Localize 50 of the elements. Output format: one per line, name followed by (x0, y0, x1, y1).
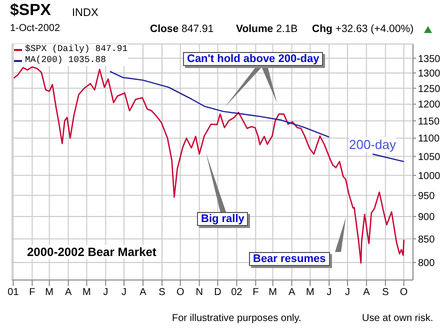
x-tick-label: J (326, 287, 332, 298)
line-series (13, 66, 404, 264)
text: INDX (72, 7, 98, 19)
y-tick-label: 800 (418, 258, 436, 270)
text: Close 847.91 (150, 23, 214, 35)
x-tick-label: M (306, 287, 314, 298)
x-tick-label: O (400, 287, 408, 298)
legend-label: $SPX (Daily) 847.91 (24, 44, 128, 55)
y-tick-label: 1300 (418, 68, 441, 80)
text: Use at own risk. (362, 313, 434, 324)
legend-label: MA(200) 1035.88 (24, 55, 108, 66)
x-tick-label: S (382, 287, 390, 298)
annotation: Can't hold above 200-day (183, 52, 324, 66)
x-tick-label: F (29, 287, 36, 298)
x-tick-label: J (103, 287, 108, 298)
y-tick-label: 1350 (418, 54, 441, 65)
x-tick-label: 01 (8, 287, 20, 298)
x-tick-label: D (214, 287, 222, 298)
y-tick-label: 1200 (418, 100, 441, 111)
x-tick-label: A (140, 287, 147, 298)
y-tick-label: 1100 (418, 134, 440, 145)
y-tick-label: 1250 (418, 84, 441, 95)
x-tick-label: 02 (231, 287, 243, 298)
annotation: 200-day (349, 137, 396, 152)
x-tick-label: A (363, 287, 370, 298)
x-tick-label: M (45, 287, 54, 298)
text: Chg +32.63 (+4.00%) (312, 23, 414, 35)
chart-title: $SPX (10, 2, 51, 20)
x-tick-label: N (196, 287, 203, 298)
text: Volume 2.1B (236, 23, 298, 35)
x-tick-label: A (64, 287, 72, 298)
annotation: Big rally (197, 212, 248, 226)
y-tick-label: 1050 (418, 152, 441, 163)
x-tick-label: A (288, 287, 296, 298)
text: For illustrative purposes only. (172, 313, 302, 324)
x-tick-label: J (344, 287, 350, 298)
x-tick-label: J (122, 287, 127, 298)
annotation: Bear resumes (249, 252, 330, 266)
y-tick-label: 950 (418, 190, 436, 202)
y-tick-label: 1150 (418, 116, 440, 128)
y-tick-label: 900 (418, 212, 436, 224)
x-tick-label: O (176, 287, 184, 298)
x-tick-label: S (158, 287, 166, 298)
y-tick-label: 1000 (418, 170, 441, 182)
x-tick-label: M (268, 287, 277, 298)
text: 1-Oct-2002 (10, 23, 60, 34)
x-tick-label: M (82, 287, 91, 298)
y-tick-label: 850 (418, 234, 436, 246)
x-tick-label: F (252, 287, 259, 298)
annotation: 2000-2002 Bear Market (27, 245, 156, 259)
